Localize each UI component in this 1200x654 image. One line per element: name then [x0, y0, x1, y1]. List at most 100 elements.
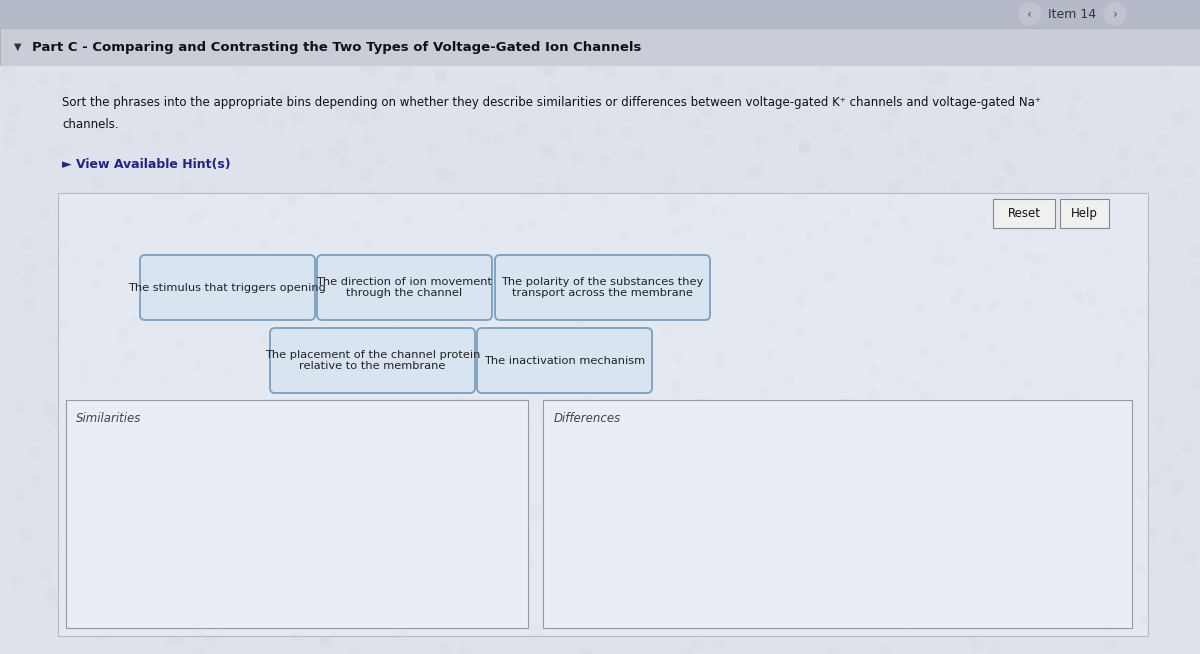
Point	[277, 92, 296, 102]
Point	[949, 345, 968, 355]
Point	[1134, 284, 1153, 294]
Point	[233, 430, 252, 441]
Point	[884, 390, 904, 400]
Text: ▼: ▼	[14, 42, 22, 52]
Point	[928, 444, 947, 455]
Point	[602, 277, 622, 288]
Point	[1114, 149, 1133, 160]
Point	[614, 568, 634, 578]
Point	[578, 513, 598, 524]
Point	[953, 530, 972, 540]
Point	[952, 330, 971, 341]
Point	[934, 362, 953, 373]
Point	[388, 324, 407, 334]
Point	[944, 504, 964, 515]
Point	[196, 503, 215, 513]
Point	[541, 530, 560, 540]
Point	[452, 357, 472, 368]
Point	[881, 201, 900, 211]
Point	[551, 182, 570, 192]
Point	[1061, 194, 1080, 205]
Point	[228, 625, 247, 636]
Point	[20, 298, 40, 309]
Point	[673, 473, 692, 483]
Point	[1118, 317, 1138, 327]
Point	[617, 536, 636, 547]
Point	[574, 619, 593, 629]
Point	[438, 475, 457, 485]
Point	[341, 618, 360, 628]
Point	[158, 475, 178, 486]
Point	[58, 284, 77, 295]
Point	[901, 421, 920, 431]
Point	[362, 188, 382, 199]
Point	[522, 479, 541, 490]
Point	[1133, 305, 1152, 316]
Point	[5, 105, 24, 116]
Point	[848, 574, 868, 585]
Point	[384, 286, 403, 296]
Point	[932, 71, 952, 81]
Point	[121, 346, 140, 356]
Point	[54, 73, 73, 84]
Point	[1056, 461, 1075, 472]
Point	[569, 383, 588, 393]
Point	[86, 431, 106, 441]
Point	[695, 432, 714, 443]
Point	[888, 373, 907, 383]
Point	[398, 398, 418, 408]
Point	[1106, 495, 1126, 506]
Point	[329, 348, 348, 358]
Point	[559, 290, 578, 300]
Point	[431, 167, 450, 177]
Point	[1108, 356, 1127, 367]
Point	[158, 506, 178, 517]
Point	[718, 446, 737, 456]
Point	[269, 294, 288, 305]
Point	[511, 301, 530, 312]
Point	[352, 619, 371, 630]
Point	[158, 631, 178, 642]
Point	[980, 273, 1000, 283]
Point	[175, 159, 194, 169]
Point	[817, 485, 836, 495]
Point	[181, 213, 200, 223]
Point	[485, 453, 504, 463]
Point	[475, 408, 494, 419]
Point	[926, 213, 946, 223]
Point	[455, 477, 474, 487]
Point	[1181, 553, 1200, 564]
Point	[913, 425, 932, 436]
Point	[97, 596, 116, 607]
Point	[530, 390, 550, 400]
Point	[763, 78, 782, 89]
Point	[505, 439, 524, 450]
Point	[1060, 499, 1079, 509]
Point	[511, 124, 530, 134]
Point	[137, 207, 156, 218]
Point	[842, 487, 862, 498]
Point	[146, 402, 166, 413]
Point	[877, 121, 896, 131]
Point	[71, 426, 90, 436]
Point	[628, 579, 647, 589]
Point	[334, 157, 353, 167]
Point	[148, 131, 167, 141]
Point	[120, 613, 139, 624]
Point	[529, 183, 548, 194]
Point	[700, 427, 719, 438]
FancyBboxPatch shape	[66, 400, 528, 628]
Point	[139, 334, 158, 344]
Point	[942, 256, 961, 266]
Point	[262, 200, 281, 211]
Point	[535, 144, 554, 154]
Point	[295, 532, 314, 542]
Point	[556, 128, 575, 138]
Point	[1177, 441, 1196, 451]
Point	[952, 543, 971, 554]
Point	[1100, 506, 1120, 516]
Point	[262, 557, 281, 567]
Point	[1019, 540, 1038, 551]
Point	[359, 237, 378, 248]
Point	[734, 216, 754, 227]
